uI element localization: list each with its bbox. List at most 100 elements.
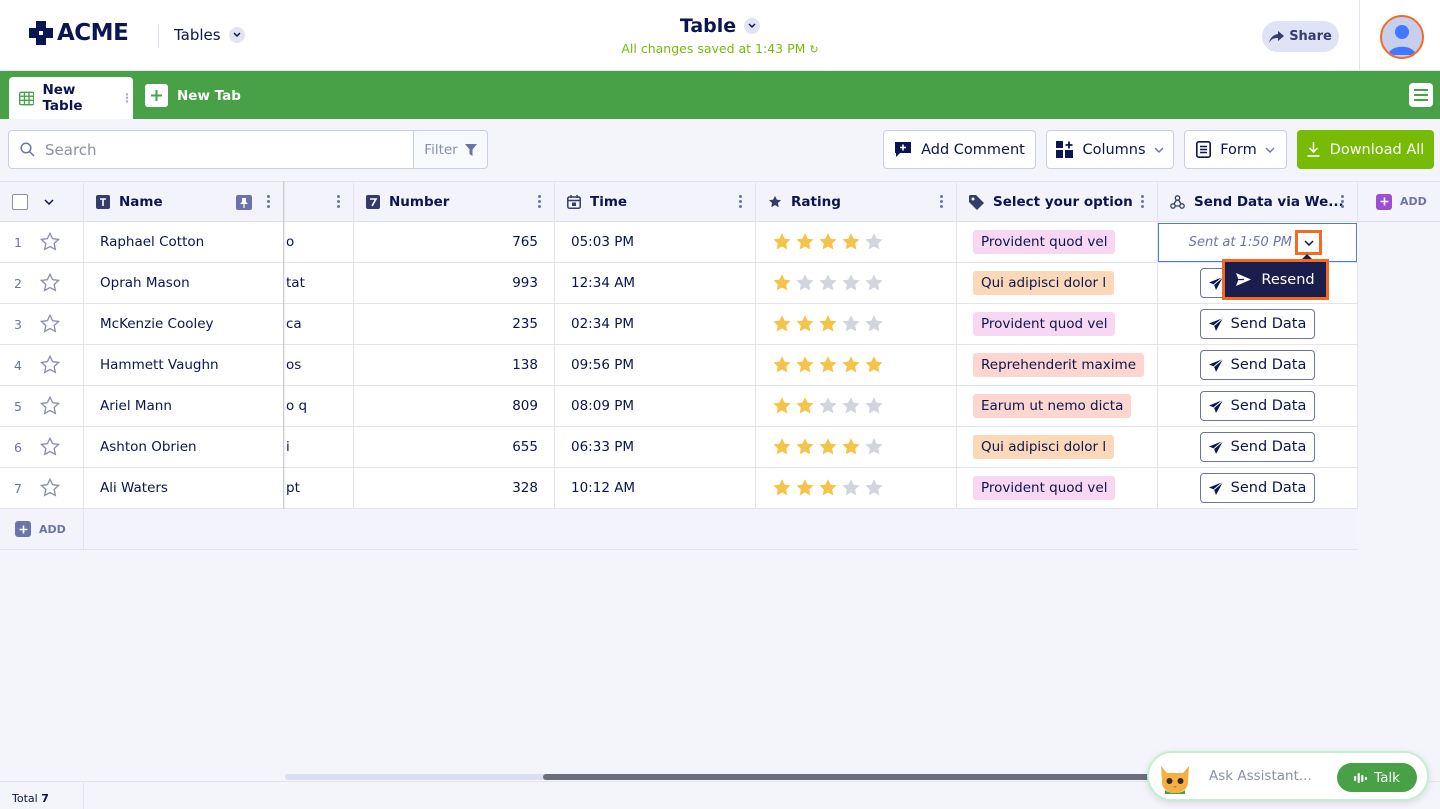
tab-new-table[interactable]: New Table ⋮: [9, 77, 133, 119]
cell-rating[interactable]: [756, 468, 957, 508]
rating-star-icon[interactable]: [818, 437, 838, 457]
rating-star-icon[interactable]: [818, 355, 838, 375]
star-outline-icon[interactable]: [40, 478, 60, 498]
add-row-button[interactable]: ADD: [15, 521, 66, 537]
talk-button[interactable]: Talk: [1337, 763, 1417, 792]
star-rating[interactable]: [772, 396, 884, 416]
cell-number[interactable]: 765: [354, 222, 555, 262]
column-options-icon[interactable]: [940, 195, 944, 208]
rating-star-icon[interactable]: [864, 478, 884, 498]
table-row[interactable]: 7 Ali Waters pt 328 10:12 AM Provident q…: [0, 468, 1358, 509]
cell-partial[interactable]: o: [284, 222, 354, 262]
column-options-icon[interactable]: [337, 195, 341, 208]
rating-star-icon[interactable]: [772, 232, 792, 252]
cell-partial[interactable]: os: [284, 345, 354, 385]
star-rating[interactable]: [772, 232, 884, 252]
column-options-icon[interactable]: [1141, 195, 1145, 208]
column-options-icon[interactable]: [538, 195, 542, 208]
table-row[interactable]: 4 Hammett Vaughn os 138 09:56 PM Reprehe…: [0, 345, 1358, 386]
star-rating[interactable]: [772, 273, 884, 293]
table-row[interactable]: 1 Raphael Cotton o 765 05:03 PM Providen…: [0, 222, 1358, 263]
rating-star-icon[interactable]: [772, 314, 792, 334]
rating-star-icon[interactable]: [864, 273, 884, 293]
star-outline-icon[interactable]: [40, 232, 60, 252]
share-button[interactable]: Share: [1262, 21, 1339, 52]
form-button[interactable]: Form: [1184, 130, 1287, 169]
rating-star-icon[interactable]: [795, 355, 815, 375]
horizontal-scrollbar-thumb[interactable]: [543, 774, 1163, 780]
column-header-send-data[interactable]: Send Data via We...: [1158, 182, 1358, 222]
star-rating[interactable]: [772, 355, 884, 375]
cell-time[interactable]: 06:33 PM: [555, 427, 756, 467]
rating-star-icon[interactable]: [864, 314, 884, 334]
add-comment-button[interactable]: Add Comment: [883, 130, 1036, 169]
rating-star-icon[interactable]: [841, 232, 861, 252]
rating-star-icon[interactable]: [864, 437, 884, 457]
star-rating[interactable]: [772, 314, 884, 334]
cell-time[interactable]: 09:56 PM: [555, 345, 756, 385]
cell-select-option[interactable]: Qui adipisci dolor l: [957, 427, 1158, 467]
rating-star-icon[interactable]: [841, 314, 861, 334]
rating-star-icon[interactable]: [818, 314, 838, 334]
table-row[interactable]: 3 McKenzie Cooley ca 235 02:34 PM Provid…: [0, 304, 1358, 345]
cell-rating[interactable]: [756, 386, 957, 426]
rating-star-icon[interactable]: [864, 396, 884, 416]
rating-star-icon[interactable]: [864, 355, 884, 375]
chevron-down-icon[interactable]: [44, 199, 54, 205]
cell-partial[interactable]: tat: [284, 263, 354, 303]
cell-number[interactable]: 655: [354, 427, 555, 467]
star-outline-icon[interactable]: [40, 396, 60, 416]
rating-star-icon[interactable]: [795, 273, 815, 293]
cell-rating[interactable]: [756, 304, 957, 344]
star-rating[interactable]: [772, 437, 884, 457]
cell-rating[interactable]: [756, 263, 957, 303]
acme-logo[interactable]: ACME: [29, 20, 129, 46]
rating-star-icon[interactable]: [795, 437, 815, 457]
star-outline-icon[interactable]: [40, 273, 60, 293]
cell-time[interactable]: 05:03 PM: [555, 222, 756, 262]
rating-star-icon[interactable]: [772, 355, 792, 375]
send-data-button[interactable]: Send Data: [1200, 309, 1315, 339]
hamburger-menu-button[interactable]: [1409, 83, 1433, 107]
cell-time[interactable]: 10:12 AM: [555, 468, 756, 508]
cell-number[interactable]: 235: [354, 304, 555, 344]
ai-assistant-bar[interactable]: Ask Assistant... Talk: [1147, 751, 1429, 801]
table-row[interactable]: 5 Ariel Mann o q 809 08:09 PM Earum ut n…: [0, 386, 1358, 427]
ask-assistant-input[interactable]: Ask Assistant...: [1209, 768, 1312, 784]
rating-star-icon[interactable]: [818, 273, 838, 293]
cell-name[interactable]: Ashton Obrien: [84, 427, 284, 467]
cell-name[interactable]: Ariel Mann: [84, 386, 284, 426]
cell-number[interactable]: 138: [354, 345, 555, 385]
tab-options-icon[interactable]: ⋮: [121, 91, 133, 105]
rating-star-icon[interactable]: [772, 478, 792, 498]
rating-star-icon[interactable]: [818, 478, 838, 498]
cell-select-option[interactable]: Provident quod vel: [957, 304, 1158, 344]
search-field[interactable]: [8, 130, 414, 169]
cell-partial[interactable]: o q: [284, 386, 354, 426]
rating-star-icon[interactable]: [841, 437, 861, 457]
cell-select-option[interactable]: Earum ut nemo dicta: [957, 386, 1158, 426]
rating-star-icon[interactable]: [772, 273, 792, 293]
send-data-button[interactable]: Send Data: [1200, 473, 1315, 503]
rating-star-icon[interactable]: [795, 232, 815, 252]
rating-star-icon[interactable]: [795, 314, 815, 334]
rating-star-icon[interactable]: [841, 273, 861, 293]
resend-button[interactable]: Resend: [1222, 259, 1329, 300]
rating-star-icon[interactable]: [841, 355, 861, 375]
add-column-button[interactable]: ADD: [1358, 181, 1440, 222]
cell-partial[interactable]: pt: [284, 468, 354, 508]
cell-time[interactable]: 02:34 PM: [555, 304, 756, 344]
rating-star-icon[interactable]: [841, 396, 861, 416]
table-title-dropdown[interactable]: Table: [680, 15, 761, 37]
cell-time[interactable]: 08:09 PM: [555, 386, 756, 426]
cell-select-option[interactable]: Qui adipisci dolor l: [957, 263, 1158, 303]
send-options-dropdown-toggle[interactable]: [1295, 230, 1322, 255]
cell-rating[interactable]: [756, 222, 957, 262]
rating-star-icon[interactable]: [864, 232, 884, 252]
cell-rating[interactable]: [756, 427, 957, 467]
rating-star-icon[interactable]: [795, 478, 815, 498]
cell-number[interactable]: 809: [354, 386, 555, 426]
table-row[interactable]: 2 Oprah Mason tat 993 12:34 AM Qui adipi…: [0, 263, 1358, 304]
column-header-rating[interactable]: Rating: [756, 182, 957, 222]
column-header-select-option[interactable]: Select your option: [957, 182, 1158, 222]
